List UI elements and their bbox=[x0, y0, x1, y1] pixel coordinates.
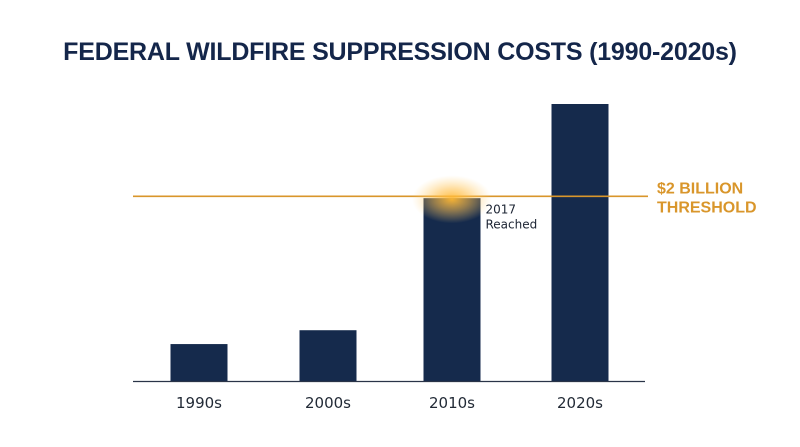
bar-2010s bbox=[423, 198, 481, 381]
chart-title: FEDERAL WILDFIRE SUPPRESSION COSTS (1990… bbox=[63, 38, 737, 66]
annotation-2017-reached: 2017 Reached bbox=[486, 202, 538, 231]
threshold-label: $2 BILLION THRESHOLD bbox=[657, 180, 757, 216]
x-tick-label-1990s: 1990s bbox=[176, 394, 222, 412]
x-tick-label-2010s: 2010s bbox=[429, 394, 475, 412]
bar-1990s bbox=[170, 344, 228, 381]
x-tick-label-2020s: 2020s bbox=[557, 394, 603, 412]
bar-2000s bbox=[299, 330, 357, 381]
bar-2020s bbox=[551, 104, 609, 381]
threshold-glow bbox=[412, 175, 492, 224]
x-tick-label-2000s: 2000s bbox=[305, 394, 351, 412]
